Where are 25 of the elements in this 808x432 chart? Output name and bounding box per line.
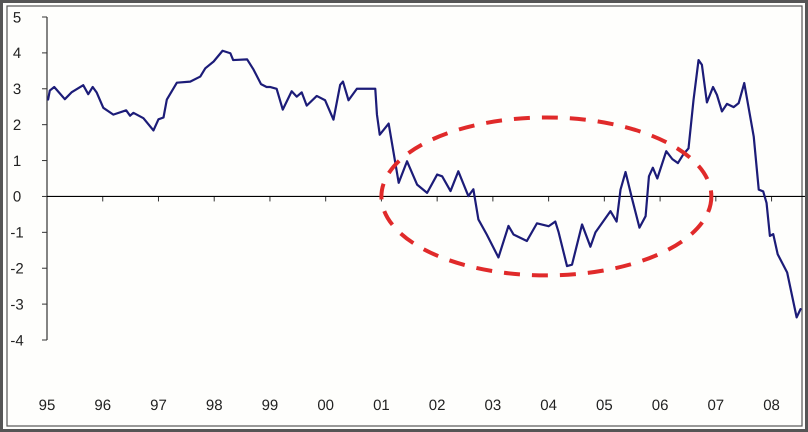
x-tick-label: 98 [206,397,223,414]
x-tick-label: 02 [428,397,446,414]
x-tick-label: 00 [317,397,334,414]
x-tick-label: 07 [707,397,724,414]
x-tick-label: 97 [150,397,167,414]
x-tick-label: 95 [38,397,56,414]
x-tick-label: 04 [540,397,557,414]
y-tick-label: 5 [12,9,22,26]
y-tick-label: -1 [10,224,24,242]
y-tick-label: -2 [10,260,24,278]
y-tick-label: 3 [12,81,22,98]
y-tick-label: 1 [12,152,22,170]
x-tick-label: 01 [373,397,390,414]
y-tick-label: 2 [12,116,22,134]
x-tick-label: 96 [94,397,112,414]
line-series [47,50,802,318]
y-tick-label: 4 [12,45,22,62]
x-tick-label: 99 [262,397,278,414]
y-tick-label: 0 [12,188,22,206]
x-tick-label: 03 [484,397,502,414]
y-tick-label: -3 [10,296,24,314]
x-tick-label: 06 [652,397,668,414]
x-tick-label: 05 [596,397,613,414]
y-tick-label: -4 [10,332,24,350]
x-tick-label: 08 [763,397,780,414]
